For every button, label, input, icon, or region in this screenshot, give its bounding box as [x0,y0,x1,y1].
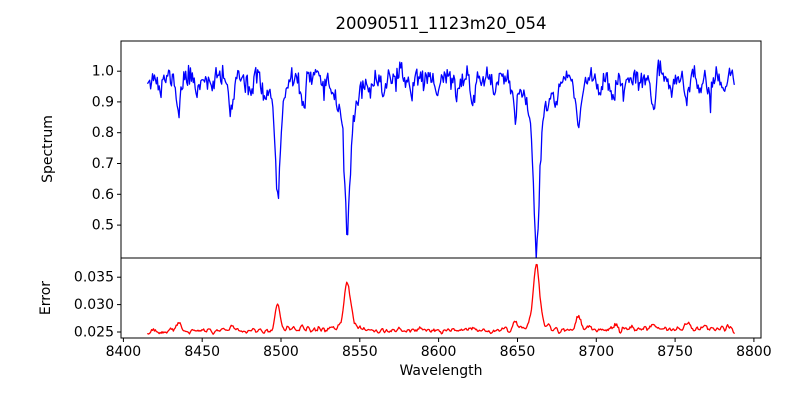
spectrum-y-tick-label: 0.8 [92,125,114,141]
spectrum-y-tick-label: 0.6 [92,187,114,203]
x-tick-label: 8450 [184,344,220,360]
spectrum-y-tick-label: 1.0 [92,64,114,80]
x-axis-label: Wavelength [399,363,482,379]
x-tick-label: 8650 [500,344,536,360]
x-tick-label: 8800 [736,344,772,360]
x-tick-label: 8600 [421,344,457,360]
error-y-tick-label: 0.025 [74,325,114,341]
x-tick-label: 8500 [263,344,299,360]
x-tick-label: 8550 [342,344,378,360]
x-tick-label: 8700 [578,344,614,360]
error-y-axis-label: Error [38,281,54,315]
spectrum-y-tick-label: 0.9 [92,94,114,110]
x-tick-label: 8750 [657,344,693,360]
chart-title: 20090511_1123m20_054 [335,14,546,34]
spectrum-y-axis-label: Spectrum [40,115,56,183]
error-y-tick-label: 0.030 [74,297,114,313]
spectrum-line [147,59,735,258]
error-line [147,263,735,335]
spectrum-y-tick-label: 0.7 [92,156,114,172]
ticks-layer: 1.0 0.9 0.8 0.7 0.6 0.5 0.035 0.030 0.025 8400 845… [74,64,772,360]
error-y-tick-label: 0.035 [74,270,114,286]
error-axes-border [120,257,762,339]
x-tick-label: 8400 [106,344,142,360]
spectrum-y-tick-label: 0.5 [92,218,114,234]
